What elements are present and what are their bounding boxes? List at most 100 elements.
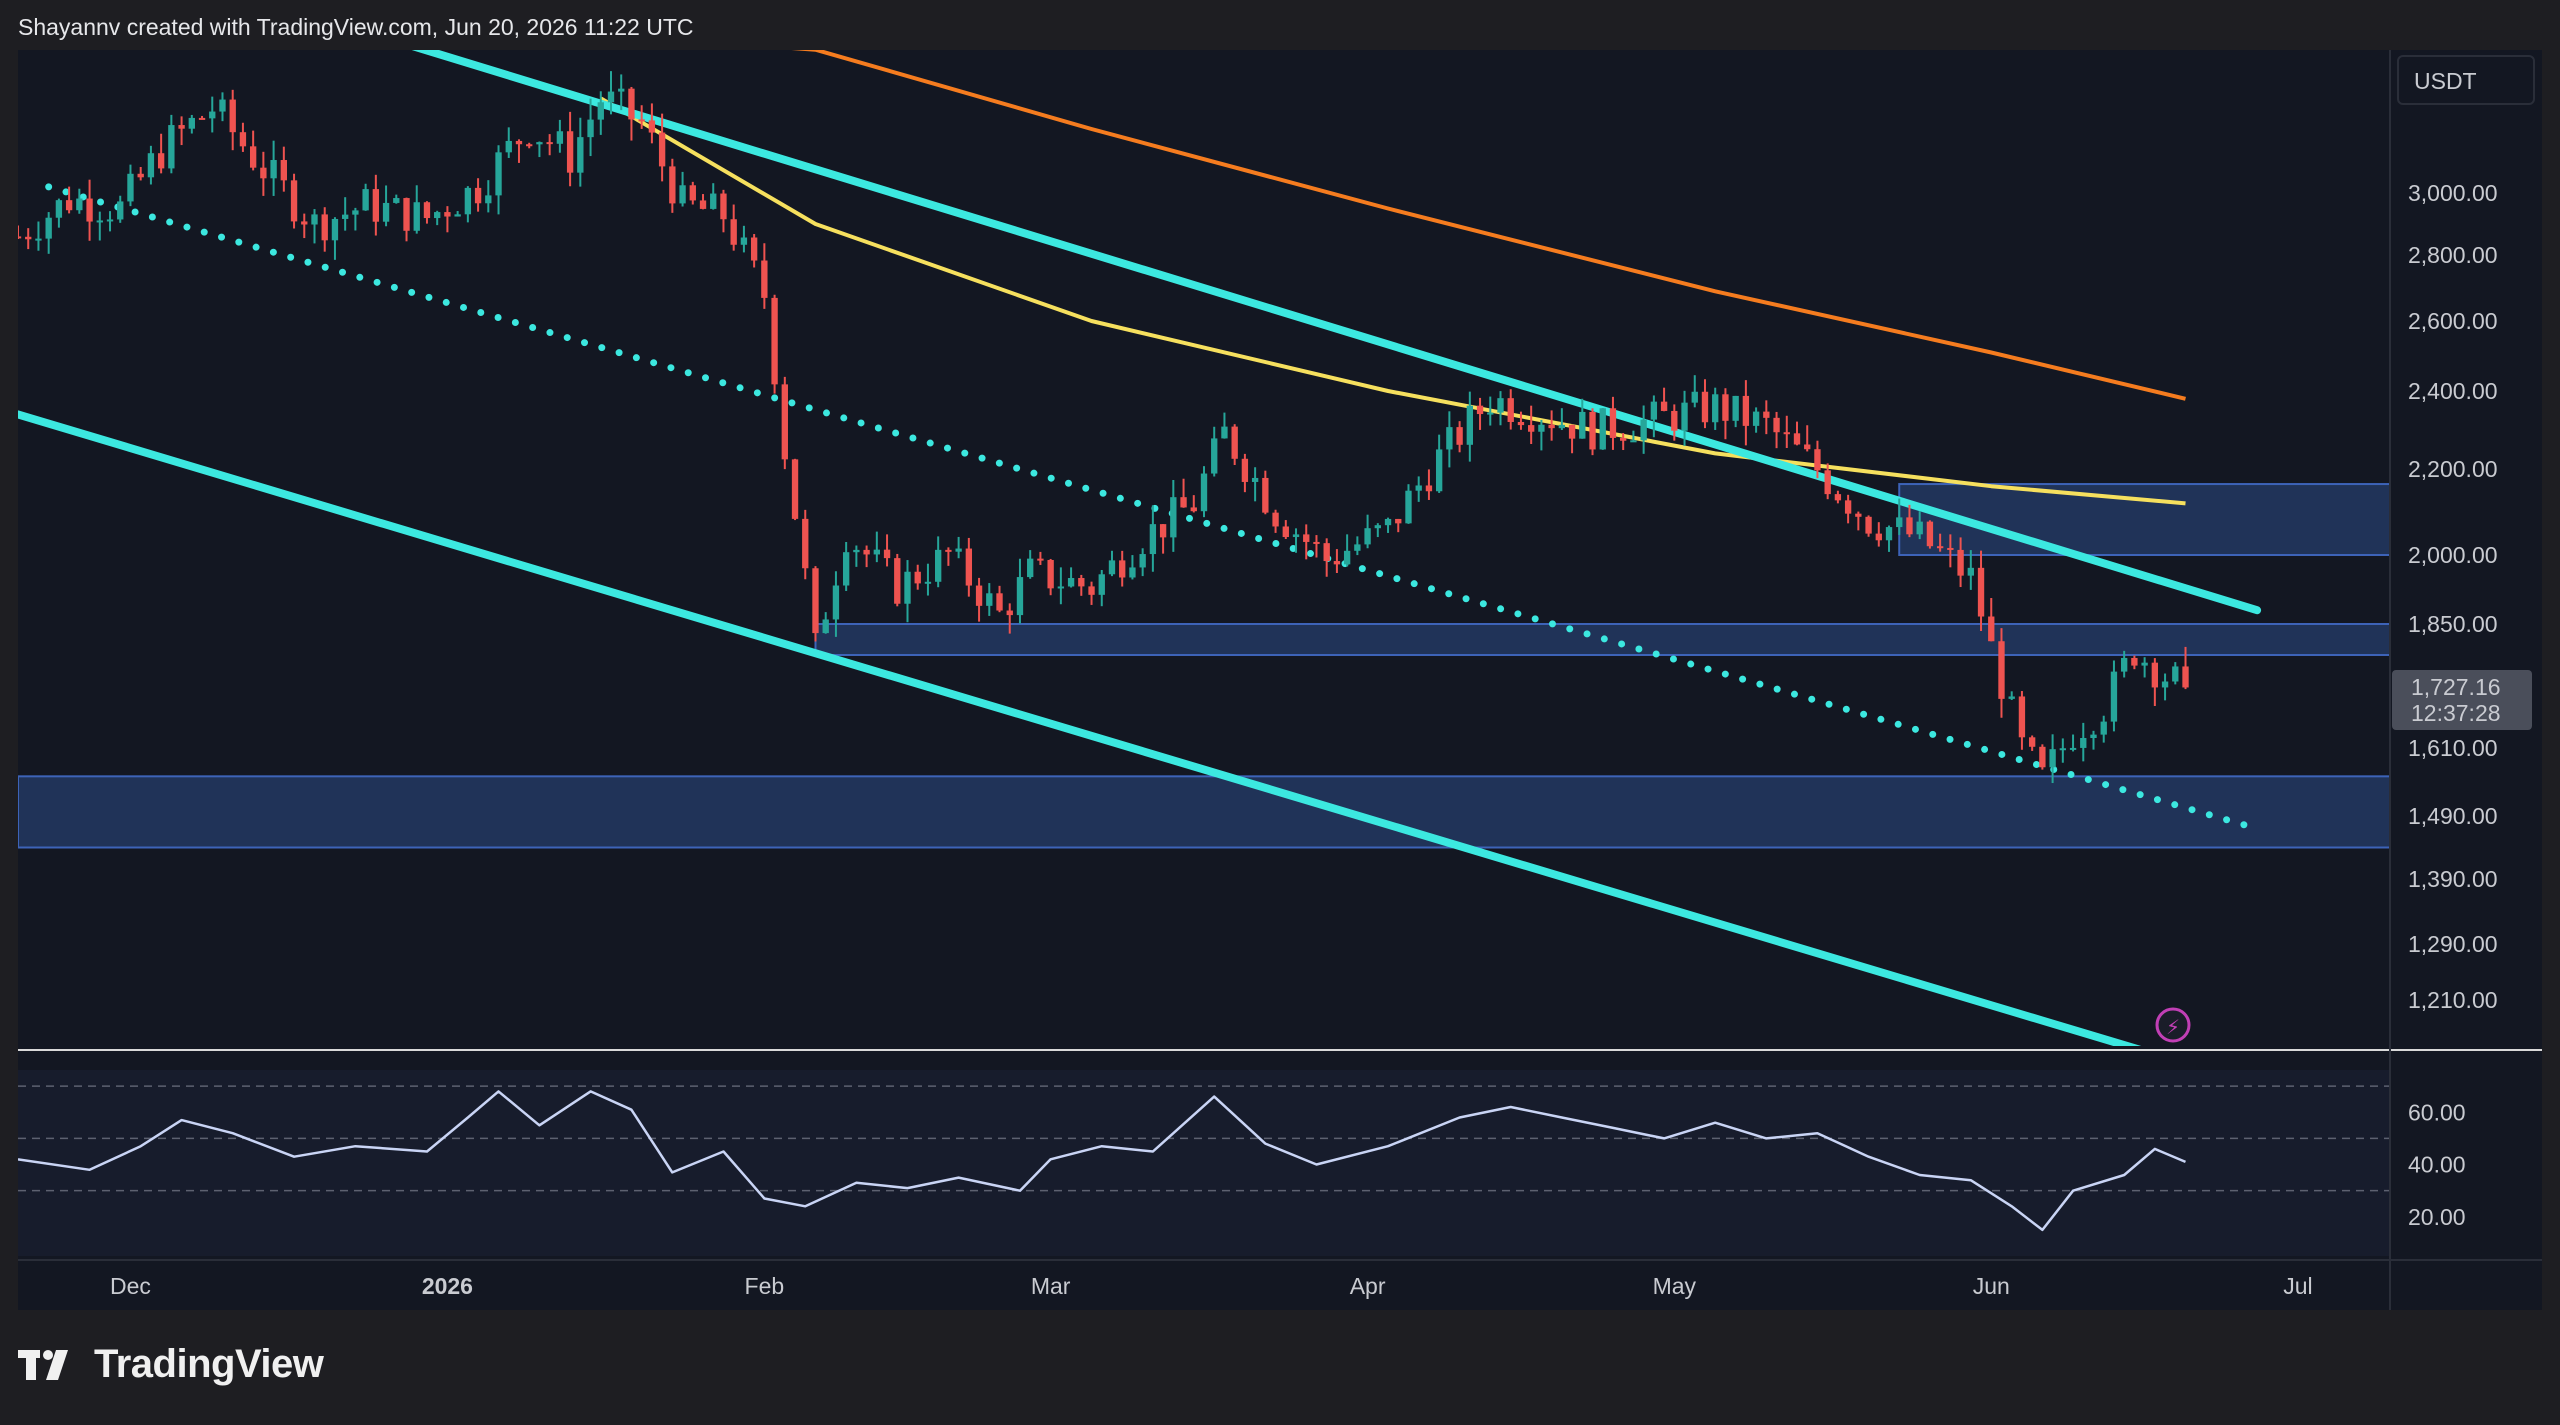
- candle-body: [198, 117, 206, 120]
- candle: [219, 92, 226, 122]
- candle: [1814, 440, 1821, 479]
- candle: [1129, 555, 1136, 580]
- candle: [1568, 424, 1576, 454]
- chart-canvas[interactable]: 3,000.00 2,800.00 2,600.00 2,400.00 2,200.00…: [18, 50, 2542, 1310]
- alert-icon[interactable]: ⚡: [2155, 1007, 2191, 1043]
- candle: [1620, 432, 1627, 451]
- candle: [2080, 722, 2087, 762]
- candle: [1200, 466, 1208, 518]
- candle-body: [1476, 405, 1484, 415]
- candle-body: [1313, 541, 1320, 544]
- candle: [2172, 662, 2179, 685]
- candle-body: [2028, 737, 2036, 747]
- candle-body: [2110, 671, 2118, 722]
- brand-name: TradingView: [94, 1342, 324, 1386]
- candle: [1487, 396, 1494, 426]
- candle: [1262, 470, 1269, 515]
- last-price-label: 1,727.16: [2411, 674, 2501, 700]
- channel-line-solid-0: [411, 50, 2262, 615]
- candle-body: [1384, 518, 1392, 526]
- candle-body: [76, 198, 83, 211]
- candle-body: [1906, 517, 1913, 535]
- candle-body: [2172, 666, 2179, 682]
- candle: [689, 181, 696, 205]
- candle-body: [2182, 666, 2189, 688]
- candle-body: [873, 549, 880, 555]
- candle: [423, 201, 431, 224]
- candle: [536, 141, 543, 158]
- candle: [403, 197, 410, 242]
- candle-body: [515, 140, 523, 145]
- candle: [1333, 549, 1341, 574]
- candle: [1272, 509, 1279, 533]
- candle-body: [321, 214, 328, 241]
- candle: [1149, 505, 1157, 572]
- candle-body: [1834, 494, 1842, 501]
- candle: [311, 209, 318, 244]
- candle: [761, 243, 768, 309]
- candle: [2028, 735, 2036, 751]
- candle-body: [444, 212, 451, 217]
- candle: [1466, 391, 1473, 462]
- candle-body: [474, 187, 482, 204]
- candle-body: [1149, 524, 1157, 555]
- candle-body: [1977, 567, 1985, 617]
- candle: [526, 142, 533, 149]
- candle-body: [1405, 490, 1412, 524]
- candle-body: [1374, 525, 1381, 529]
- candle: [127, 164, 134, 207]
- candle-body: [1282, 526, 1289, 538]
- candle-body: [1364, 528, 1371, 545]
- candle-body: [658, 132, 666, 167]
- support-resistance-zones: [18, 483, 2390, 849]
- candle: [178, 116, 185, 146]
- candle: [945, 547, 952, 566]
- candle: [730, 204, 737, 251]
- zone-2: [18, 775, 2390, 849]
- candle: [1977, 550, 1985, 631]
- candle-body: [1497, 398, 1504, 413]
- candle: [1650, 395, 1658, 438]
- candle-body: [1108, 560, 1116, 575]
- candle: [1660, 387, 1668, 412]
- candle: [229, 89, 236, 151]
- candle-body: [2141, 662, 2148, 666]
- candle: [1354, 536, 1361, 556]
- candle-body: [1006, 610, 1013, 616]
- candle: [965, 537, 973, 597]
- candle: [444, 206, 451, 233]
- candle-body: [157, 153, 165, 169]
- candlesticks: [18, 71, 2189, 784]
- candle: [1763, 400, 1770, 435]
- candle-body: [1967, 567, 1974, 576]
- candle-body: [853, 549, 860, 553]
- candle-body: [720, 193, 727, 220]
- candle-body: [1947, 547, 1954, 550]
- candle-body: [1640, 419, 1647, 441]
- moving-average-0: [599, 96, 2186, 506]
- candle: [1027, 550, 1034, 579]
- candle-body: [1855, 513, 1862, 517]
- candle: [65, 186, 73, 214]
- currency-badge[interactable]: USDT: [2397, 55, 2535, 105]
- candle-body: [526, 144, 533, 147]
- candle-body: [1844, 500, 1852, 514]
- candle-body: [975, 585, 983, 606]
- candle-body: [55, 200, 63, 218]
- candle-body: [331, 218, 339, 241]
- candle-body: [434, 212, 441, 219]
- candle: [883, 534, 891, 567]
- candle-body: [1691, 391, 1698, 403]
- candle-body: [1620, 437, 1627, 441]
- candle: [2008, 691, 2015, 700]
- candle: [198, 115, 206, 120]
- candle: [96, 211, 103, 241]
- candle: [2131, 655, 2138, 670]
- candle: [720, 189, 727, 233]
- candle: [914, 564, 921, 590]
- candle-body: [812, 568, 819, 634]
- candle: [1824, 463, 1831, 500]
- chart-area[interactable]: 3,000.00 2,800.00 2,600.00 2,400.00 2,200.00…: [18, 50, 2542, 1310]
- candle: [1701, 379, 1709, 429]
- candle: [1906, 504, 1913, 538]
